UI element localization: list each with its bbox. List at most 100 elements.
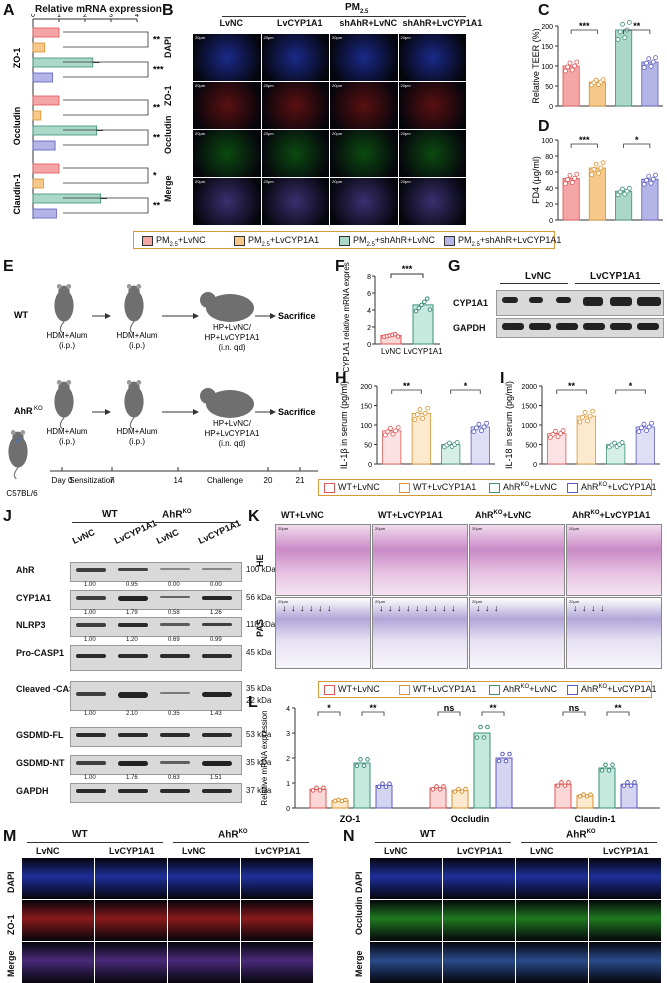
c-sig-bracket [623, 29, 651, 34]
g-band-gapdh [502, 323, 524, 330]
j-group-ko-sup: KO [182, 509, 192, 515]
legend-item-2: PM2.5+LvCYP1A1 [234, 235, 319, 248]
m-micrograph [95, 942, 167, 983]
b-col-label: shAhR+LvNC [339, 18, 398, 28]
i-point [553, 428, 558, 434]
l-group-label: Occludin [451, 814, 490, 824]
a-bar [32, 110, 42, 121]
m-micrograph [22, 900, 94, 941]
j-quant: 1.76 [126, 775, 138, 781]
d-point [596, 170, 601, 176]
j-band [160, 568, 190, 570]
b-scale-bar-label: 20μm [332, 131, 343, 136]
j-quant: 1.43 [210, 711, 222, 717]
l-sig-bracket [562, 711, 586, 716]
b-micrograph: 20μm [398, 178, 466, 225]
i-sig-star: ** [568, 381, 576, 391]
g-band-gapdh [583, 323, 605, 330]
j-kda: 45 kDa [246, 648, 272, 657]
j-quant: 0.99 [210, 637, 222, 643]
legend-l-item: WT+LvCYP1A1 [399, 684, 476, 695]
d-point [569, 180, 575, 185]
e-mouse-1-tail [59, 417, 65, 430]
k-micrograph: 20μm [372, 524, 468, 596]
h-y-tick-label: 200 [360, 384, 372, 391]
j-band [160, 596, 190, 599]
e-mouse-1-head [58, 381, 70, 393]
b-scale-bar-label: 20μm [332, 179, 343, 184]
k-arrow-icon: ↓ [485, 603, 490, 613]
k-micrograph: 20μm ↓ ↓ ↓ ↓ ↓ ↓ [275, 597, 371, 669]
f-y-tick-label: 8 [367, 274, 371, 281]
h-point [471, 429, 477, 434]
e-timeline-label: Day 0 [52, 476, 73, 485]
n-micrograph [370, 858, 442, 899]
legend-l-item: AhRKO+LvCYP1A1 [567, 684, 656, 695]
e-timeline-label: 20 [264, 476, 273, 485]
d-point [653, 172, 658, 178]
b-scale-bar-label: 20μm [263, 131, 274, 136]
b-micrograph: 20μm [193, 34, 261, 81]
n-micrograph [589, 942, 661, 983]
j-group-wt: WT [102, 509, 118, 520]
a-x-tick-label: 4 [135, 14, 139, 19]
l-point [387, 781, 392, 786]
h-sig-star: * [464, 381, 468, 391]
k-arrow-icon: ↓ [415, 603, 420, 613]
g-band-gapdh [610, 323, 632, 330]
h-y-tick-label: 0 [368, 462, 372, 469]
panel-g-blot-cyp1a1 [496, 290, 664, 316]
m-micrograph [168, 858, 240, 899]
l-point [555, 783, 561, 788]
panel-a-chart: 0 1 2 3 4ZO-1*****Occludin ****Claudin-1 *** [12, 14, 164, 219]
n-micrograph [516, 858, 588, 899]
h-bar [411, 412, 431, 465]
l-point [507, 751, 512, 757]
h-y-tick-label: 100 [360, 423, 372, 430]
n-micrograph [443, 942, 515, 983]
j-band [202, 623, 232, 627]
j-quant: 1.51 [210, 775, 222, 781]
j-band [76, 692, 106, 696]
c-sig-star: *** [579, 21, 590, 31]
j-quant: 1.00 [84, 610, 96, 616]
e-mouse-1-ear [56, 284, 62, 289]
j-row-label: CYP1A1 [16, 593, 52, 603]
a-sig-bracket [63, 99, 149, 116]
b-col-label: LvCYP1A1 [276, 18, 323, 28]
e-step3c: (i.n. qd) [218, 439, 245, 448]
j-band [160, 733, 190, 737]
f-point [392, 331, 398, 337]
e-mouse-1 [54, 284, 74, 334]
h-y-label: IL-1β in serum (pg/ml) [339, 381, 349, 469]
m-micrograph [168, 900, 240, 941]
e-step1b: (i.p.) [59, 437, 75, 446]
k-micrograph: 20μm [275, 524, 371, 596]
l-y-tick-label: 1 [286, 781, 290, 788]
e-step3b: HP+LvCYP1A1 [205, 333, 260, 342]
b-micrograph: 20μm [330, 178, 398, 225]
l-point [459, 789, 465, 794]
c-bar [641, 61, 659, 107]
k-arrow-icon: ↓ [327, 603, 332, 613]
e-mouse-3 [200, 388, 254, 418]
panel-label-l: L [248, 694, 258, 711]
a-x-tick-label: 2 [83, 14, 87, 19]
k-arrow-icon: ↓ [300, 603, 305, 613]
d-point [563, 181, 568, 186]
l-point [354, 763, 360, 768]
a-bar [32, 27, 60, 38]
k-micrograph: 20μm ↓ ↓ ↓ [469, 597, 565, 669]
j-band [76, 733, 106, 737]
a-bar [32, 178, 44, 189]
b-scale-bar-label: 20μm [332, 35, 343, 40]
l-sig-star: * [327, 703, 331, 713]
e-strain-mouse-ear [10, 430, 16, 435]
j-row-label: NLRP3 [16, 620, 46, 630]
panel-label-b: B [162, 2, 174, 19]
k-col-label: WT+LvCYP1A1 [378, 510, 443, 520]
d-bar [562, 178, 580, 221]
k-arrow-icon: ↓ [397, 603, 402, 613]
c-point [617, 29, 623, 35]
